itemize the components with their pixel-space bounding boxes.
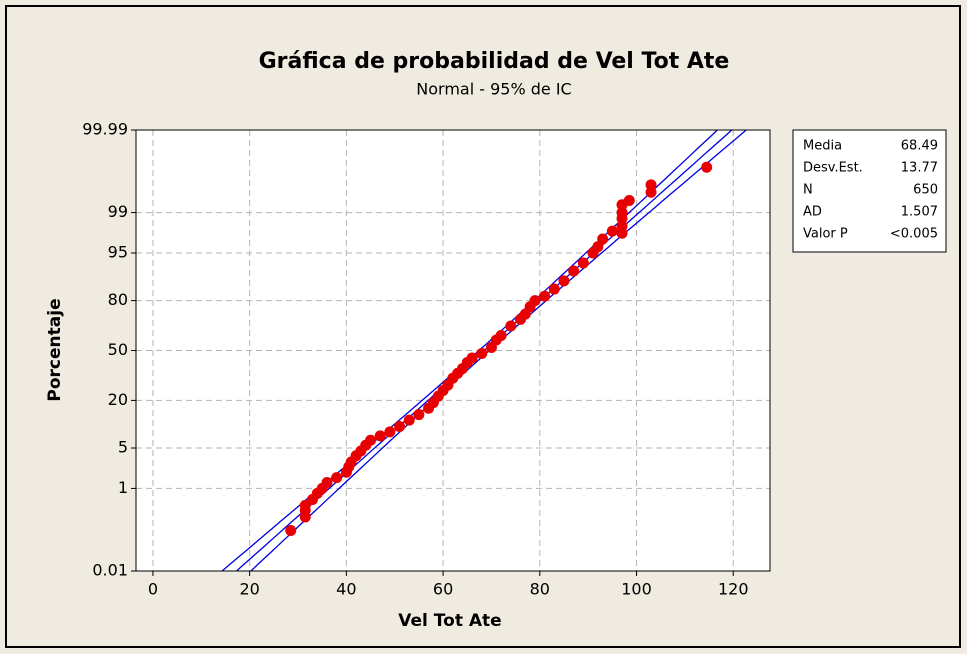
data-point [394,420,406,432]
y-axis-label: Porcentaje [45,298,65,401]
chart-subtitle: Normal - 95% de IC [416,80,571,99]
data-point [466,352,478,364]
y-tick-label: 80 [108,290,128,309]
data-point [505,320,517,332]
chart-title: Gráfica de probabilidad de Vel Tot Ate [259,49,730,74]
x-axis-label: Vel Tot Ate [398,611,501,631]
x-tick-label: 80 [530,580,550,599]
data-point [568,265,580,277]
y-tick-label: 20 [108,390,128,409]
y-tick-label: 95 [108,242,128,261]
stat-label: Media [803,139,842,154]
x-tick-label: 120 [718,580,749,599]
stat-value: 13.77 [901,161,938,176]
stat-label: Desv.Est. [803,161,863,176]
x-tick-label: 40 [336,580,356,599]
data-point [645,179,657,191]
data-point [365,434,377,446]
data-point [597,233,609,245]
y-tick-label: 99.99 [82,120,128,139]
data-point [558,275,570,287]
stat-label: AD [803,205,822,220]
overlay: 0.01 1 5 20 50 80 95 99 99.99 0 20 40 60 80 100 120 Medi… [82,120,938,599]
stat-value: 650 [913,183,938,198]
ci-lower [221,130,719,571]
data-point [321,476,333,488]
data-point [403,414,415,426]
data-point [606,225,618,237]
stat-value: 68.49 [901,139,938,154]
plot-border [135,129,771,572]
data-point [374,430,386,442]
stats-box [792,129,947,253]
data-point [616,207,628,219]
data-point [384,426,396,438]
x-tick-label: 20 [239,580,259,599]
stat-label: N [803,183,813,198]
data-point [623,194,635,206]
data-point [285,524,297,536]
data-point [495,329,507,341]
data-point [577,257,589,269]
data-point [529,295,541,307]
stat-value: 1.507 [901,205,938,220]
data-point [331,472,343,484]
x-tick-label: 0 [148,580,158,599]
x-tick-label: 100 [621,580,652,599]
data-point [616,220,628,232]
data-point [701,161,713,173]
stat-label: Valor P [803,227,848,242]
data-point [299,499,311,511]
y-tick-label: 1 [118,478,128,497]
y-tick-label: 0.01 [92,561,128,580]
plot-layer [136,130,770,571]
data-point [539,290,551,302]
y-tick-label: 99 [108,202,128,221]
data-point [476,347,488,359]
y-tick-label: 5 [118,438,128,457]
stat-value: <0.005 [890,227,938,242]
data-point [413,409,425,421]
y-tick-label: 50 [108,340,128,359]
x-tick-label: 60 [433,580,453,599]
data-point [548,283,560,295]
